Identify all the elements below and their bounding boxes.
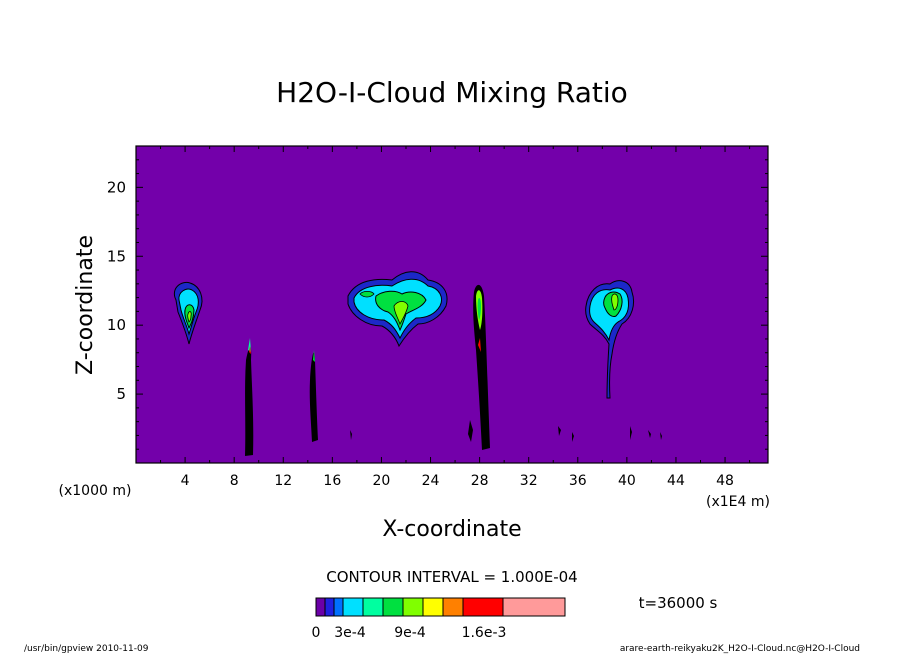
y-tick-label: 5 bbox=[116, 385, 126, 403]
x-tick-label: 48 bbox=[716, 473, 734, 489]
y-tick-label: 20 bbox=[107, 178, 126, 196]
time-label: t=36000 s bbox=[639, 594, 718, 612]
x-axis-label: X-coordinate bbox=[382, 517, 521, 542]
x-unit-right: (x1E4 m) bbox=[706, 494, 770, 510]
colorbar bbox=[315, 597, 566, 617]
colorbar-swatch bbox=[382, 597, 404, 617]
cloud-1 bbox=[174, 281, 203, 345]
x-tick-label: 4 bbox=[181, 473, 190, 489]
cloud-2 bbox=[347, 271, 448, 348]
column-3 bbox=[473, 284, 490, 450]
y-ticks: 5 10 15 20 bbox=[107, 159, 768, 450]
column-1 bbox=[245, 338, 254, 456]
plot-frame bbox=[135, 145, 769, 464]
colorbar-swatch bbox=[315, 597, 326, 617]
colorbar-swatch bbox=[362, 597, 384, 617]
x-tick-label: 40 bbox=[618, 473, 636, 489]
colorbar-swatch bbox=[333, 597, 344, 617]
column-2 bbox=[309, 350, 318, 442]
surface-features bbox=[350, 420, 662, 442]
colorbar-swatch bbox=[422, 597, 444, 617]
x-unit-left: (x1000 m) bbox=[59, 483, 132, 499]
plot-background bbox=[136, 146, 768, 463]
colorbar-label: 0 bbox=[312, 625, 321, 641]
colorbar-label: 9e-4 bbox=[394, 625, 426, 641]
x-tick-label: 44 bbox=[667, 473, 685, 489]
colorbar-swatch bbox=[342, 597, 364, 617]
x-tick-label: 32 bbox=[520, 473, 538, 489]
colorbar-swatch bbox=[442, 597, 464, 617]
x-tick-label: 36 bbox=[569, 473, 587, 489]
x-tick-label: 8 bbox=[230, 473, 239, 489]
colorbar-label: 1.6e-3 bbox=[462, 625, 507, 641]
contour-interval-label: CONTOUR INTERVAL = 1.000E-04 bbox=[326, 568, 577, 586]
colorbar-swatch bbox=[402, 597, 424, 617]
x-tick-label: 16 bbox=[323, 473, 341, 489]
x-tick-label: 12 bbox=[274, 473, 292, 489]
chart-title: H2O-I-Cloud Mixing Ratio bbox=[276, 76, 628, 109]
colorbar-swatch bbox=[324, 597, 335, 617]
x-ticks: 4 8 12 16 20 24 28 32 36 40 44 48 bbox=[160, 146, 751, 489]
y-tick-label: 15 bbox=[107, 247, 126, 265]
y-tick-label: 10 bbox=[107, 316, 126, 334]
colorbar-swatch bbox=[502, 597, 566, 617]
colorbar-swatch bbox=[462, 597, 504, 617]
y-axis-label: Z-coordinate bbox=[73, 235, 98, 375]
colorbar-labels: 0 3e-4 9e-4 1.6e-3 bbox=[312, 625, 507, 641]
x-tick-label: 28 bbox=[471, 473, 489, 489]
x-tick-label: 24 bbox=[422, 473, 440, 489]
x-tick-label: 20 bbox=[373, 473, 391, 489]
footer-left: /usr/bin/gpview 2010-11-09 bbox=[24, 644, 149, 654]
footer-right: arare-earth-reikyaku2K_H2O-I-Cloud.nc@H2… bbox=[620, 644, 860, 654]
colorbar-label: 3e-4 bbox=[334, 625, 366, 641]
cloud-3 bbox=[585, 280, 635, 399]
